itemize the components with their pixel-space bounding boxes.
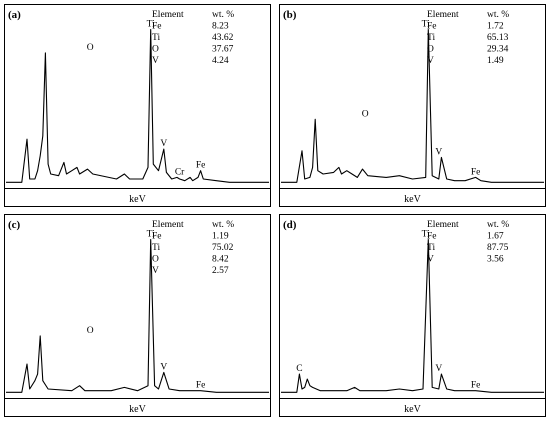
- peak-label: V: [435, 147, 442, 157]
- panel-label: (a): [8, 9, 21, 21]
- table-element-cell: V: [427, 56, 434, 66]
- table-element-cell: Fe: [427, 232, 437, 242]
- table-value-cell: 8.23: [212, 22, 229, 32]
- table-value-cell: 29.34: [487, 45, 509, 55]
- table-element-cell: O: [152, 45, 159, 55]
- spectrum-line: [281, 29, 544, 183]
- panel-d: C Ti V Fe (d) Element wt. % Fe 1.67 Ti 87.75 V 3.56 k…: [279, 214, 546, 417]
- spectrum-line: [281, 239, 544, 393]
- peak-label: V: [160, 362, 167, 372]
- table-header-element: Element: [152, 220, 184, 230]
- spectrum-chart: O Ti V Cr Fe (a) Element wt. % Fe 8.23 Ti 43.62 O 37.…: [4, 4, 271, 207]
- table-element-cell: V: [427, 255, 434, 265]
- table-value-cell: 8.42: [212, 255, 229, 265]
- peak-label: Ti: [147, 230, 155, 240]
- panel-c: O Ti V Fe (c) Element wt. % Fe 1.19 Ti 75.02 O 8.42 V…: [4, 214, 271, 417]
- peak-label: C: [296, 364, 302, 374]
- spectrum-chart: C Ti V Fe (d) Element wt. % Fe 1.67 Ti 87.75 V 3.56 k…: [279, 214, 546, 417]
- peak-label: Ti: [422, 230, 430, 240]
- table-header-wt: wt. %: [487, 220, 509, 230]
- table-value-cell: 1.19: [212, 232, 229, 242]
- spectrum-chart: O Ti V Fe (c) Element wt. % Fe 1.19 Ti 75.02 O 8.42 V…: [4, 214, 271, 417]
- table-value-cell: 65.13: [487, 33, 509, 43]
- table-element-cell: V: [152, 266, 159, 276]
- table-header-wt: wt. %: [487, 10, 509, 20]
- peak-label: Ti: [147, 20, 155, 30]
- table-value-cell: 3.56: [487, 255, 504, 265]
- spectrum-chart: O Ti V Fe (b) Element wt. % Fe 1.72 Ti 65.13 O 29.34…: [279, 4, 546, 207]
- table-element-cell: Fe: [427, 22, 437, 32]
- table-element-cell: Ti: [427, 243, 435, 253]
- plot-frame: [4, 4, 271, 207]
- table-value-cell: 87.75: [487, 243, 509, 253]
- spectrum-line: [6, 239, 269, 393]
- panel-label: (c): [8, 219, 21, 231]
- table-element-cell: Fe: [152, 232, 162, 242]
- table-element-cell: O: [427, 45, 434, 55]
- peak-label: Fe: [196, 161, 206, 171]
- peak-label: Fe: [471, 167, 481, 177]
- panel-label: (b): [283, 9, 297, 21]
- x-axis-label: keV: [129, 194, 146, 205]
- table-value-cell: 1.72: [487, 22, 504, 32]
- x-axis-label: keV: [404, 194, 421, 205]
- table-header-element: Element: [427, 10, 459, 20]
- table-element-cell: Ti: [152, 243, 160, 253]
- table-header-element: Element: [152, 10, 184, 20]
- peak-label: Fe: [196, 381, 206, 391]
- table-value-cell: 1.49: [487, 56, 504, 66]
- peak-label: V: [435, 364, 442, 374]
- table-value-cell: 4.24: [212, 56, 229, 66]
- table-element-cell: Fe: [152, 22, 162, 32]
- table-element-cell: Ti: [152, 33, 160, 43]
- x-axis-label: keV: [129, 404, 146, 415]
- x-axis-label: keV: [404, 404, 421, 415]
- table-element-cell: Ti: [427, 33, 435, 43]
- plot-frame: [279, 4, 546, 207]
- table-value-cell: 2.57: [212, 266, 229, 276]
- peak-label: Fe: [471, 381, 481, 391]
- peak-label: O: [87, 43, 94, 53]
- peak-label: Ti: [422, 20, 430, 30]
- peak-label: V: [160, 139, 167, 149]
- plot-frame: [4, 214, 271, 417]
- plot-frame: [279, 214, 546, 417]
- table-element-cell: O: [152, 255, 159, 265]
- table-header-wt: wt. %: [212, 220, 234, 230]
- peak-label: O: [87, 326, 94, 336]
- panel-a: O Ti V Cr Fe (a) Element wt. % Fe 8.23 Ti 43.62 O 37.…: [4, 4, 271, 207]
- table-value-cell: 75.02: [212, 243, 234, 253]
- peak-label: Cr: [175, 167, 185, 177]
- panel-label: (d): [283, 219, 297, 231]
- spectrum-line: [6, 29, 269, 183]
- table-header-wt: wt. %: [212, 10, 234, 20]
- table-value-cell: 1.67: [487, 232, 504, 242]
- peak-label: O: [362, 109, 369, 119]
- table-header-element: Element: [427, 220, 459, 230]
- table-value-cell: 37.67: [212, 45, 234, 55]
- panel-b: O Ti V Fe (b) Element wt. % Fe 1.72 Ti 65.13 O 29.34…: [279, 4, 546, 207]
- table-value-cell: 43.62: [212, 33, 234, 43]
- table-element-cell: V: [152, 56, 159, 66]
